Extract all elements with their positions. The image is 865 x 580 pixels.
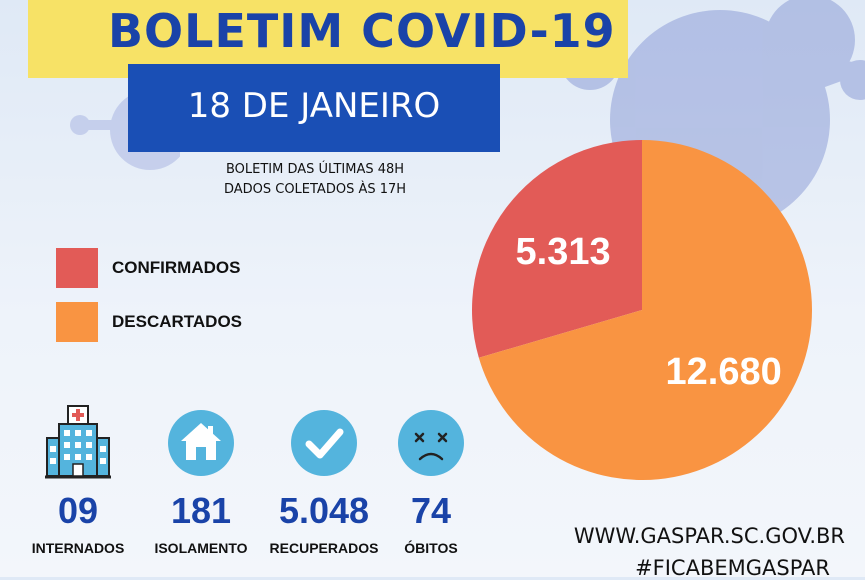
legend-swatch-discarded	[56, 302, 98, 342]
stat-internados	[3, 400, 153, 479]
stat-label-recuperados: RECUPERADOS	[269, 540, 379, 556]
house-icon	[168, 400, 234, 476]
checkmark-icon	[291, 400, 357, 476]
stat-recuperados	[249, 400, 399, 476]
legend-swatch-confirmed	[56, 248, 98, 288]
legend-label-confirmed: CONFIRMADOS	[112, 258, 241, 277]
stat-value-recuperados: 5.048	[278, 490, 370, 531]
subtitle-line-1: BOLETIM DAS ÚLTIMAS 48H	[225, 162, 405, 177]
sad-face-icon	[398, 400, 464, 476]
stat-obitos	[356, 400, 506, 476]
hospital-icon	[45, 400, 111, 479]
date-banner: 18 DE JANEIRO	[128, 64, 500, 152]
pie-slice-confirmed	[472, 140, 642, 358]
stat-label-isolamento: ISOLAMENTO	[154, 540, 248, 556]
cases-pie-chart: 5.313 12.680	[472, 140, 812, 481]
bulletin-date: 18 DE JANEIRO	[187, 86, 441, 126]
stat-isolamento	[126, 400, 276, 476]
stat-value-isolamento: 181	[170, 490, 232, 531]
legend-label-discarded: DESCARTADOS	[112, 312, 243, 331]
hashtag: #FICABEMGASPAR	[635, 556, 830, 580]
pie-slice-discarded	[478, 140, 812, 481]
website-url: WWW.GASPAR.SC.GOV.BR	[573, 524, 845, 548]
page-title: BOLETIM COVID-19	[108, 4, 616, 58]
stat-label-internados: INTERNADOS	[31, 540, 125, 556]
pie-label-discarded: 12.680	[666, 351, 782, 393]
subtitle-line-2: DADOS COLETADOS ÀS 17H	[223, 182, 407, 197]
stat-label-obitos: ÓBITOS	[404, 540, 458, 556]
stat-value-internados: 09	[57, 490, 99, 531]
stat-value-obitos: 74	[410, 490, 452, 531]
bulletin-subtitle: BOLETIM DAS ÚLTIMAS 48H DADOS COLETADOS …	[200, 160, 430, 200]
pie-label-confirmed: 5.313	[516, 231, 611, 273]
title-banner: BOLETIM COVID-19	[28, 0, 628, 78]
